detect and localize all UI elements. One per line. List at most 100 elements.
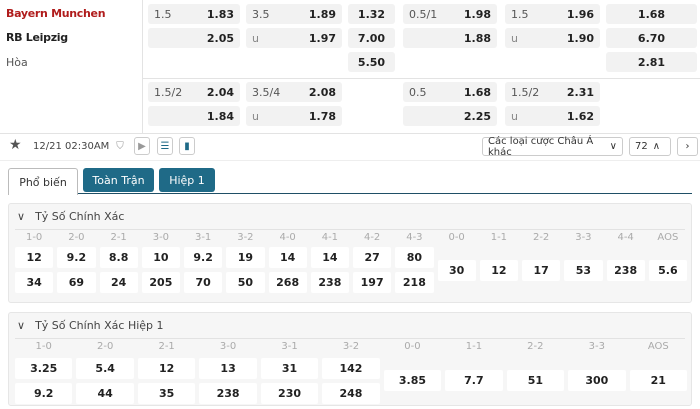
score-odds[interactable]: 8.8 bbox=[99, 247, 138, 268]
odds-cell[interactable]: 1.5/2 2.04 bbox=[148, 82, 240, 102]
odds-cell[interactable]: 3.5 1.89 bbox=[246, 4, 342, 24]
market-select-value: Các loại cược Châu Á khác bbox=[488, 135, 594, 158]
score-odds[interactable]: 3.85 bbox=[383, 370, 442, 391]
section-title: Tỷ Số Chính Xác Hiệp 1 bbox=[35, 319, 164, 332]
score-odds[interactable]: 19 bbox=[226, 247, 265, 268]
score-odds[interactable]: 9.2 bbox=[184, 247, 223, 268]
score-odds[interactable]: 35 bbox=[137, 383, 196, 404]
odds-value: 1.68 bbox=[637, 7, 666, 21]
score-odds[interactable]: 230 bbox=[260, 383, 319, 404]
odds-cell[interactable]: 1.68 bbox=[606, 4, 697, 24]
score-odds[interactable]: 70 bbox=[184, 272, 223, 293]
score-odds[interactable]: 238 bbox=[310, 272, 349, 293]
score-odds[interactable]: 69 bbox=[57, 272, 96, 293]
odds-cell[interactable]: 1.5/2 2.31 bbox=[505, 82, 600, 102]
score-label: 4-4 bbox=[617, 232, 634, 243]
score-odds[interactable]: 205 bbox=[141, 272, 180, 293]
odds-cell[interactable]: 1.5 1.96 bbox=[505, 4, 600, 24]
score-odds[interactable]: 21 bbox=[629, 370, 687, 391]
score-label: 3-1 bbox=[281, 341, 298, 352]
score-odds[interactable]: 31 bbox=[260, 358, 319, 379]
odds-value: 1.90 bbox=[566, 31, 594, 45]
score-odds[interactable]: 238 bbox=[199, 383, 257, 404]
score-odds[interactable]: 12 bbox=[479, 260, 518, 281]
score-odds[interactable]: 80 bbox=[395, 247, 434, 268]
score-odds[interactable]: 9.2 bbox=[57, 247, 96, 268]
score-odds[interactable]: 12 bbox=[15, 247, 54, 268]
odds-cell[interactable]: 0.5 1.68 bbox=[403, 82, 497, 102]
odds-value: 1.83 bbox=[206, 7, 234, 21]
odds-cell[interactable]: 3.5/4 2.08 bbox=[246, 82, 342, 102]
market-count-button[interactable]: 72 ∧ bbox=[629, 137, 671, 156]
odds-cell[interactable]: 6.70 bbox=[606, 28, 697, 48]
score-odds[interactable]: 30 bbox=[437, 260, 476, 281]
favorite-star-icon[interactable]: ★ bbox=[9, 137, 22, 153]
play-icon[interactable]: ▶ bbox=[134, 137, 150, 155]
score-odds[interactable]: 12 bbox=[137, 358, 196, 379]
odds-cell[interactable]: 1.5 1.83 bbox=[148, 4, 240, 24]
score-odds[interactable]: 53 bbox=[564, 260, 603, 281]
score-odds[interactable]: 14 bbox=[268, 247, 307, 268]
jersey-icon[interactable]: ⛉ bbox=[112, 137, 128, 155]
score-odds[interactable]: 17 bbox=[522, 260, 561, 281]
score-label: 4-3 bbox=[406, 232, 423, 243]
odds-cell[interactable]: 2.81 bbox=[606, 52, 697, 72]
lineup-icon[interactable]: ☰ bbox=[157, 137, 173, 155]
correct-score-first-half-section: ∨ Tỷ Số Chính Xác Hiệp 1 1-0 3.25 9.2 2-0 5.4… bbox=[8, 312, 692, 406]
score-odds[interactable]: 3.25 bbox=[15, 358, 73, 379]
score-odds[interactable]: 300 bbox=[568, 370, 626, 391]
score-odds[interactable]: 218 bbox=[395, 272, 434, 293]
tab-popular[interactable]: Phổ biến bbox=[8, 168, 78, 195]
score-odds[interactable]: 14 bbox=[310, 247, 349, 268]
odds-cell[interactable]: u 1.97 bbox=[246, 28, 342, 48]
score-odds[interactable]: 9.2 bbox=[15, 383, 73, 404]
score-label: 4-2 bbox=[363, 232, 381, 243]
score-odds[interactable]: 51 bbox=[506, 370, 565, 391]
odds-cell[interactable]: u 1.90 bbox=[505, 28, 600, 48]
odds-cell[interactable]: 1.84 bbox=[148, 106, 240, 126]
section-title: Tỷ Số Chính Xác bbox=[35, 210, 125, 223]
handicap-line: 1.5/2 bbox=[511, 85, 540, 99]
handicap-line: 0.5 bbox=[409, 85, 427, 99]
odds-value: 7.00 bbox=[357, 31, 386, 45]
score-odds[interactable]: 197 bbox=[353, 272, 392, 293]
odds-value: 1.32 bbox=[357, 7, 386, 21]
score-odds[interactable]: 27 bbox=[353, 247, 392, 268]
odds-cell[interactable]: 7.00 bbox=[348, 28, 395, 48]
score-label: 1-0 bbox=[35, 341, 52, 352]
odds-cell[interactable]: u 1.62 bbox=[505, 106, 600, 126]
score-odds[interactable]: 238 bbox=[606, 260, 645, 281]
odds-value: 1.96 bbox=[566, 7, 594, 21]
tab-full-match[interactable]: Toàn Trận bbox=[83, 168, 154, 192]
next-button[interactable]: › bbox=[677, 137, 698, 156]
section-header[interactable]: ∨ Tỷ Số Chính Xác bbox=[17, 210, 124, 223]
odds-cell[interactable]: 0.5/1 1.98 bbox=[403, 4, 497, 24]
market-type-select[interactable]: Các loại cược Châu Á khác ∨ bbox=[482, 135, 623, 158]
score-label: 2-2 bbox=[527, 341, 544, 352]
odds-cell[interactable]: 5.50 bbox=[348, 52, 395, 72]
odds-cell[interactable]: 1.88 bbox=[403, 28, 497, 48]
score-odds[interactable]: 10 bbox=[141, 247, 180, 268]
odds-cell[interactable]: 1.32 bbox=[348, 4, 395, 24]
score-odds[interactable]: 50 bbox=[226, 272, 265, 293]
score-odds[interactable]: 34 bbox=[15, 272, 54, 293]
score-odds[interactable]: 13 bbox=[199, 358, 257, 379]
score-odds[interactable]: 142 bbox=[322, 358, 380, 379]
score-odds[interactable]: 44 bbox=[76, 383, 134, 404]
score-odds[interactable]: 268 bbox=[268, 272, 307, 293]
stats-chart-icon[interactable]: ▮ bbox=[179, 137, 195, 155]
score-odds[interactable]: 248 bbox=[322, 383, 380, 404]
odds-value: 1.88 bbox=[463, 31, 491, 45]
odds-cell[interactable]: u 1.78 bbox=[246, 106, 342, 126]
section-header[interactable]: ∨ Tỷ Số Chính Xác Hiệp 1 bbox=[17, 319, 164, 332]
score-label: 2-2 bbox=[532, 232, 550, 243]
handicap-line: 1.5 bbox=[154, 7, 172, 21]
odds-cell[interactable]: 2.05 bbox=[148, 28, 240, 48]
score-odds[interactable]: 24 bbox=[99, 272, 138, 293]
score-odds[interactable]: 5.4 bbox=[76, 358, 134, 379]
odds-cell[interactable]: 2.25 bbox=[403, 106, 497, 126]
score-odds[interactable]: 5.6 bbox=[648, 260, 687, 281]
score-odds[interactable]: 7.7 bbox=[445, 370, 503, 391]
home-team: Bayern Munchen bbox=[6, 7, 106, 20]
tab-first-half[interactable]: Hiệp 1 bbox=[159, 168, 215, 192]
